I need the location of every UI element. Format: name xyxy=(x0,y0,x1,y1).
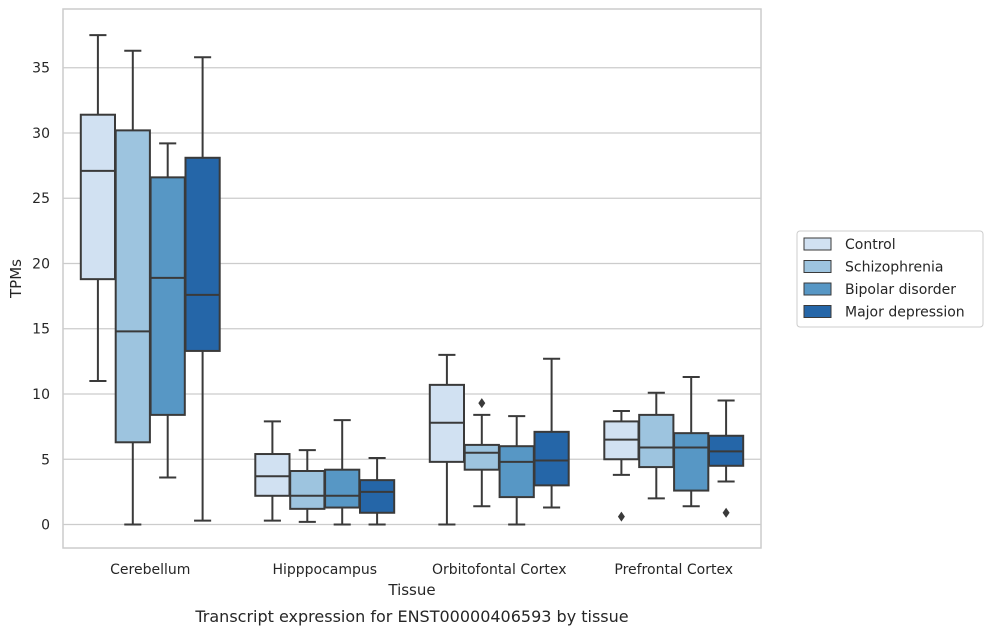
legend-swatch xyxy=(803,237,832,251)
box-body xyxy=(149,176,186,416)
x-axis-label: Tissue xyxy=(387,581,435,599)
box-body xyxy=(254,453,291,497)
box-body xyxy=(114,129,151,444)
y-tick-label: 15 xyxy=(32,322,50,338)
y-tick-label: 35 xyxy=(32,61,50,77)
x-tick-label: Hipppocampus xyxy=(272,562,377,578)
y-tick-label: 5 xyxy=(41,452,50,468)
box-1-0 xyxy=(254,420,291,522)
y-tick-label: 30 xyxy=(32,126,50,142)
box-3-2 xyxy=(673,376,710,508)
box-1-3 xyxy=(358,456,396,526)
box-body xyxy=(673,432,710,492)
legend-label: Control xyxy=(845,237,896,253)
box-3-0 xyxy=(603,409,640,522)
y-tick-labels: 0 5 10 15 20 25 30 35 xyxy=(32,61,50,534)
box-0-2 xyxy=(149,142,186,479)
box-2-0 xyxy=(428,353,466,526)
box-0-3 xyxy=(184,56,221,522)
x-tick-label: Cerebellum xyxy=(110,562,190,578)
chart-caption: Transcript expression for ENST0000040659… xyxy=(194,607,628,626)
legend-label: Bipolar disorder xyxy=(845,282,956,298)
box-0-0 xyxy=(79,34,117,382)
box-body xyxy=(463,443,500,471)
box-body xyxy=(638,413,675,469)
outlier-point xyxy=(617,511,625,522)
box-1-2 xyxy=(324,419,361,526)
x-tick-label: Prefrontal Cortex xyxy=(614,562,733,578)
box-1-1 xyxy=(289,449,326,523)
legend-frame xyxy=(796,230,984,328)
legend-swatch xyxy=(803,282,832,296)
outlier-point xyxy=(478,398,486,409)
outlier-point xyxy=(722,507,730,518)
y-tick-label: 20 xyxy=(32,256,50,272)
box-3-1 xyxy=(638,391,675,500)
y-tick-label: 0 xyxy=(41,518,50,534)
box-0-1 xyxy=(114,49,151,526)
legend-label: Schizophrenia xyxy=(845,260,943,276)
box-body xyxy=(184,156,221,352)
box-body xyxy=(533,430,570,487)
legend: Control Schizophrenia Bipolar disorder Majo… xyxy=(796,230,984,328)
box-3-3 xyxy=(707,399,745,518)
box-body xyxy=(324,468,361,509)
box-body xyxy=(358,479,396,514)
legend-swatch xyxy=(803,305,832,318)
box-2-3 xyxy=(533,357,570,509)
box-body xyxy=(498,445,535,499)
box-body xyxy=(289,470,326,510)
box-body xyxy=(79,113,117,281)
x-tick-label: Orbitofontal Cortex xyxy=(432,562,567,578)
y-tick-label: 25 xyxy=(32,191,50,207)
box-2-1 xyxy=(463,398,500,508)
y-tick-label: 10 xyxy=(32,387,50,403)
box-2-2 xyxy=(498,415,535,526)
plot-frame xyxy=(62,8,762,549)
box-layer xyxy=(79,34,745,526)
x-tick-labels: Cerebellum Hipppocampus Orbitofontal Corte… xyxy=(110,562,733,578)
y-axis-label: TPMs xyxy=(7,259,25,299)
legend-swatch xyxy=(803,260,832,273)
legend-label: Major depression xyxy=(845,305,965,321)
